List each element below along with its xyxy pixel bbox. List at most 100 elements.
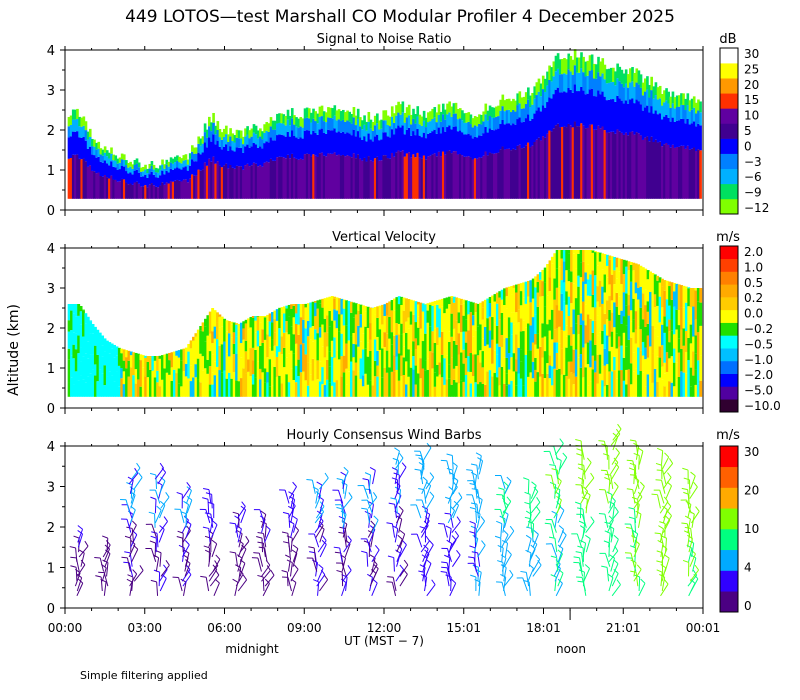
snr-cell [524, 103, 528, 119]
wind-barb-flag [292, 515, 298, 520]
snr-cell [116, 163, 120, 170]
snr-cell [341, 154, 345, 199]
velocity-cell [72, 332, 76, 345]
snr-cell [225, 125, 228, 135]
velocity-cell [89, 333, 93, 355]
wind-barb [399, 574, 408, 587]
velocity-cell [443, 328, 447, 359]
wind-barb-flag [585, 491, 591, 496]
snr-cell [293, 157, 296, 199]
velocity-cell [495, 292, 499, 304]
wind-barb-flag [414, 468, 421, 471]
velocity-cell [538, 296, 542, 324]
velocity-cell [271, 363, 274, 386]
wind-barb [630, 523, 636, 538]
snr-cell [382, 155, 386, 199]
velocity-cell [589, 274, 593, 297]
velocity-cell [505, 357, 509, 374]
snr-cell [82, 137, 86, 159]
wind-barb-flag [391, 477, 398, 481]
velocity-cell [383, 368, 387, 397]
wind-barb [635, 572, 639, 587]
velocity-cell [658, 377, 662, 397]
wind-barb [635, 440, 639, 455]
velocity-cell [696, 332, 700, 361]
snr-cell [441, 151, 445, 199]
snr-cell [127, 163, 130, 168]
snr-cell [176, 179, 179, 199]
velocity-cell [680, 329, 684, 349]
snr-cell [597, 90, 600, 126]
snr-cell [333, 105, 337, 116]
velocity-cell [677, 352, 681, 378]
wind-barb-flag [203, 488, 210, 491]
velocity-cell [586, 342, 590, 365]
velocity-cell [641, 341, 645, 356]
velocity-cell [235, 336, 239, 354]
snr-cell [210, 122, 213, 132]
snr-cell [322, 155, 326, 199]
velocity-cell [555, 287, 559, 306]
snr-cell [307, 108, 311, 119]
velocity-cell [541, 373, 545, 397]
snr-cell [573, 121, 577, 199]
snr-cell [527, 99, 530, 115]
wind-barb [501, 557, 507, 572]
snr-cell [667, 103, 671, 118]
wind-barb-flag [84, 540, 89, 547]
velocity-cell [271, 350, 274, 364]
velocity-cell [596, 286, 600, 302]
wind-barb [610, 528, 615, 543]
snr-cell [537, 91, 541, 108]
snr-cell [214, 134, 218, 145]
velocity-cell [658, 296, 662, 323]
wind-barb-flag [601, 565, 608, 568]
velocity-cell [220, 326, 224, 345]
snr-cell [156, 168, 160, 173]
wind-barb-flag [257, 532, 264, 534]
snr-cell [371, 161, 375, 199]
snr-cell [544, 91, 547, 108]
snr-cell [612, 99, 615, 132]
snr-cell [484, 151, 488, 199]
snr-cell [446, 103, 449, 115]
velocity-cell [223, 370, 227, 397]
wind-barb [394, 457, 404, 470]
wind-barb [128, 544, 136, 558]
wind-barb [662, 470, 667, 485]
velocity-cell [481, 367, 485, 384]
velocity-cell [479, 350, 483, 363]
wind-barb [292, 519, 298, 533]
snr-cell [656, 99, 660, 115]
velocity-cell [311, 326, 315, 342]
snr-cell [695, 151, 698, 199]
y-tick-label: 0 [47, 602, 55, 617]
velocity-cell [553, 299, 557, 330]
snr-cell [643, 91, 647, 108]
velocity-cell [596, 251, 600, 266]
wind-barb [104, 553, 111, 567]
snr-cell [88, 165, 92, 199]
velocity-cell [455, 382, 459, 397]
velocity-cell [400, 376, 404, 397]
velocity-cell [397, 334, 401, 354]
snr-cell [337, 109, 341, 120]
velocity-cell [598, 354, 602, 374]
velocity-cell [338, 359, 341, 386]
snr-cell [165, 170, 169, 183]
velocity-cell [390, 371, 394, 397]
velocity-cell [342, 325, 346, 342]
velocity-cell [268, 359, 272, 387]
velocity-cell [507, 353, 511, 370]
velocity-cell [598, 280, 602, 307]
velocity-cell [668, 331, 672, 343]
velocity-cell [239, 378, 243, 397]
wind-barb [314, 495, 322, 509]
wind-barb [156, 581, 159, 596]
velocity-cell [560, 258, 564, 281]
velocity-cell [629, 262, 633, 266]
snr-cell [159, 169, 162, 176]
snr-cell [295, 117, 298, 127]
snr-cell [697, 99, 700, 111]
snr-cell [454, 126, 458, 152]
